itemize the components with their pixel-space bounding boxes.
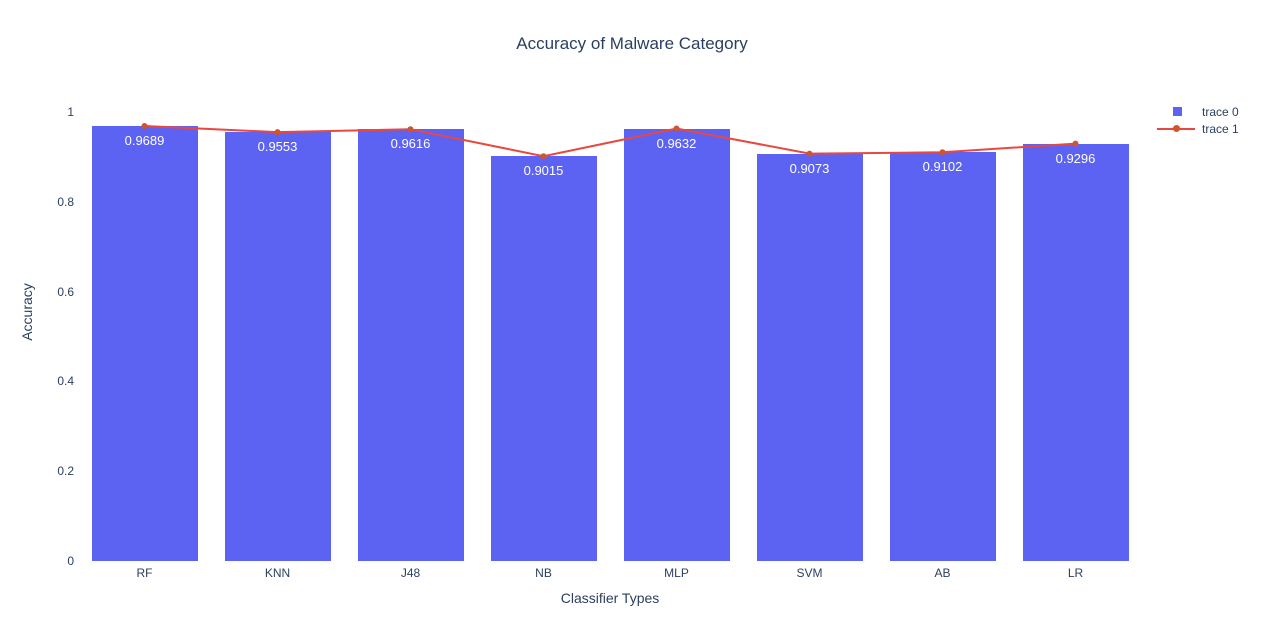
y-tick-label: 0 [67, 554, 74, 568]
line-marker-swatch-icon [1173, 125, 1180, 132]
legend-label: trace 1 [1202, 121, 1239, 136]
bar-series-swatch-icon [1173, 107, 1182, 116]
x-axis-title: Classifier Types [560, 590, 660, 606]
legend-item-trace-1[interactable]: trace 1 [1157, 120, 1239, 137]
x-tick-label-J48: J48 [400, 566, 421, 580]
bar-LR: 0.9296 [1022, 143, 1129, 561]
y-tick-label: 0.4 [57, 374, 74, 389]
chart-title: Accuracy of Malware Category [516, 34, 748, 53]
legend-label: trace 0 [1202, 104, 1239, 119]
bar-RF: 0.9689 [91, 125, 198, 561]
bar-value-label: 0.9102 [922, 159, 963, 175]
bar-value-label: 0.9689 [124, 132, 165, 148]
x-tick-label-KNN: KNN [264, 566, 291, 580]
bar-NB: 0.9015 [490, 156, 597, 561]
bar-value-label: 0.9015 [523, 163, 564, 179]
y-tick-label: 0.2 [57, 464, 74, 479]
bar-value-label: 0.9073 [789, 160, 830, 176]
bar-J48: 0.9616 [357, 129, 464, 561]
legend-line-icon [1157, 121, 1197, 136]
x-tick-label-RF: RF [136, 566, 153, 580]
y-tick-label: 1 [67, 105, 74, 119]
bar-MLP: 0.9632 [623, 128, 730, 561]
plot-area: 0.9689 0.9553 0.9616 0.9015 0.9632 0.9073 0.91… [78, 112, 1142, 561]
bar-SVM: 0.9073 [756, 153, 863, 561]
bar-value-label: 0.9296 [1055, 150, 1096, 166]
bar-value-label: 0.9632 [656, 135, 697, 151]
x-tick-label-SVM: SVM [796, 566, 823, 580]
legend-square-icon [1157, 104, 1197, 119]
bar-value-label: 0.9553 [257, 139, 298, 155]
bar-KNN: 0.9553 [224, 132, 331, 561]
bar-AB: 0.9102 [889, 152, 996, 561]
legend: trace 0 trace 1 [1157, 103, 1239, 137]
x-tick-label-MLP: MLP [664, 566, 689, 580]
y-tick-label: 0.8 [57, 194, 74, 209]
bar-value-label: 0.9616 [390, 136, 431, 152]
x-tick-label-AB: AB [934, 566, 951, 580]
x-tick-label-LR: LR [1067, 566, 1084, 580]
x-tick-label-NB: NB [535, 566, 552, 580]
y-tick-label: 0.6 [57, 284, 74, 299]
legend-item-trace-0[interactable]: trace 0 [1157, 103, 1239, 120]
